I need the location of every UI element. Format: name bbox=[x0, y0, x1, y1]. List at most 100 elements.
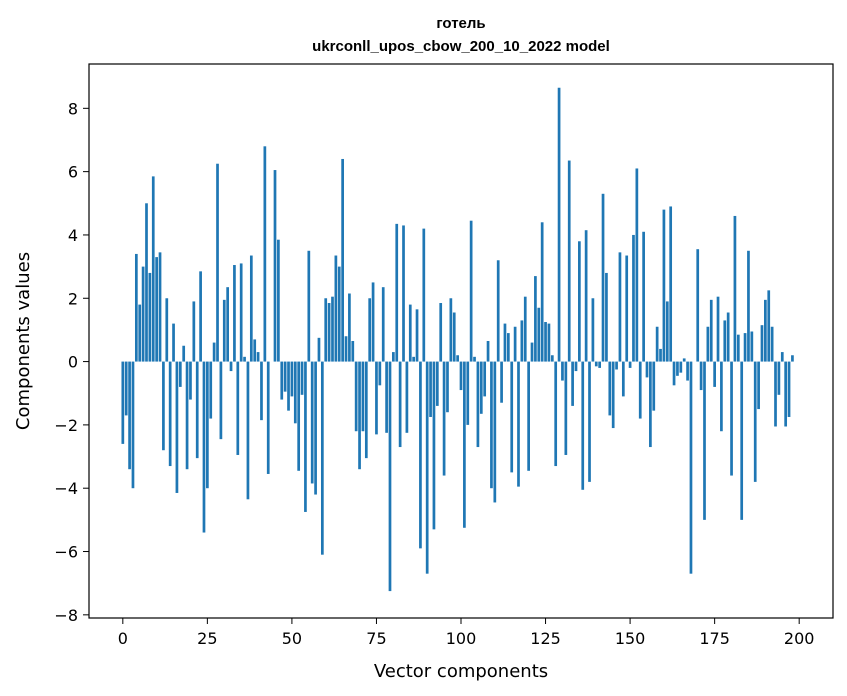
bar bbox=[354, 361, 358, 432]
bar bbox=[432, 361, 436, 530]
bar bbox=[446, 361, 449, 413]
bar bbox=[310, 361, 314, 484]
bar bbox=[419, 361, 422, 549]
bar bbox=[787, 361, 791, 417]
bar bbox=[277, 239, 280, 362]
bar bbox=[155, 257, 158, 362]
bar bbox=[199, 271, 202, 362]
bar bbox=[713, 361, 716, 387]
y-axis-ticks: −8 −6 −4 −2 0 2 4 6 8 bbox=[54, 99, 89, 625]
bar bbox=[500, 361, 503, 403]
bar bbox=[479, 361, 483, 414]
x-tick-label: 150 bbox=[615, 629, 646, 648]
bar bbox=[503, 323, 507, 362]
bar bbox=[395, 223, 399, 362]
bar bbox=[266, 361, 270, 474]
bars-group bbox=[121, 87, 794, 592]
bar bbox=[615, 361, 618, 370]
bar bbox=[561, 361, 564, 381]
bar bbox=[219, 361, 223, 440]
bar bbox=[185, 361, 189, 470]
bar bbox=[182, 345, 186, 362]
bar bbox=[134, 253, 138, 362]
bar bbox=[280, 361, 284, 400]
bar bbox=[473, 356, 476, 362]
bar bbox=[206, 361, 209, 489]
bar bbox=[750, 331, 754, 362]
bar bbox=[463, 361, 466, 528]
bar bbox=[222, 299, 226, 362]
bar bbox=[307, 250, 311, 362]
bar bbox=[726, 312, 730, 362]
bar bbox=[442, 361, 446, 476]
bar bbox=[486, 341, 490, 362]
bar bbox=[378, 361, 382, 386]
bar bbox=[733, 215, 737, 362]
bar bbox=[584, 230, 588, 362]
bar bbox=[608, 361, 612, 416]
bar bbox=[435, 361, 439, 406]
bar bbox=[557, 87, 561, 362]
bar bbox=[770, 326, 774, 362]
bar bbox=[496, 260, 500, 362]
bar bbox=[709, 299, 713, 362]
y-axis-label: Components values bbox=[13, 252, 34, 430]
bar bbox=[676, 361, 679, 376]
bar bbox=[476, 361, 480, 448]
bar bbox=[655, 326, 659, 362]
bar bbox=[229, 361, 233, 372]
bar bbox=[567, 160, 571, 362]
bar bbox=[506, 333, 510, 362]
bar bbox=[212, 342, 216, 362]
bar bbox=[145, 203, 148, 362]
bar bbox=[652, 361, 656, 411]
bar bbox=[290, 361, 294, 397]
bar bbox=[483, 361, 487, 397]
bar bbox=[730, 361, 733, 476]
y-tick-label: −6 bbox=[54, 543, 78, 562]
bar bbox=[679, 361, 683, 373]
bar bbox=[628, 361, 632, 368]
bar bbox=[405, 361, 409, 433]
bar bbox=[317, 337, 321, 362]
bar bbox=[564, 361, 568, 455]
plot-frame bbox=[88, 63, 834, 619]
x-tick-label: 125 bbox=[530, 629, 561, 648]
bar bbox=[287, 361, 290, 411]
x-tick-label: 200 bbox=[784, 629, 815, 648]
bar bbox=[540, 222, 544, 362]
bar bbox=[682, 358, 686, 362]
y-tick-label: −2 bbox=[54, 416, 78, 435]
bar bbox=[757, 361, 760, 410]
bar bbox=[621, 361, 625, 397]
bar bbox=[635, 168, 639, 362]
bar bbox=[351, 341, 355, 362]
bar bbox=[124, 361, 128, 416]
bar bbox=[128, 361, 131, 470]
bar bbox=[324, 298, 328, 362]
y-tick-label: 8 bbox=[68, 99, 78, 118]
bar bbox=[165, 298, 169, 362]
bar bbox=[334, 255, 338, 362]
bar bbox=[429, 361, 432, 417]
bar bbox=[293, 361, 297, 424]
bar bbox=[283, 361, 287, 392]
bar bbox=[195, 361, 199, 459]
bar bbox=[422, 228, 426, 362]
bar bbox=[314, 361, 317, 495]
x-tick-label: 100 bbox=[446, 629, 477, 648]
y-tick-label: 2 bbox=[68, 289, 78, 308]
bar bbox=[358, 361, 361, 470]
bar bbox=[408, 304, 412, 362]
bar bbox=[131, 361, 135, 489]
bar bbox=[777, 361, 781, 395]
x-tick-label: 0 bbox=[118, 629, 128, 648]
bar bbox=[513, 326, 517, 362]
bar bbox=[594, 361, 598, 367]
bar bbox=[706, 326, 710, 362]
bar bbox=[168, 361, 172, 467]
bar bbox=[162, 361, 165, 451]
bar bbox=[459, 361, 463, 391]
bar bbox=[256, 352, 260, 362]
bar bbox=[669, 206, 673, 362]
